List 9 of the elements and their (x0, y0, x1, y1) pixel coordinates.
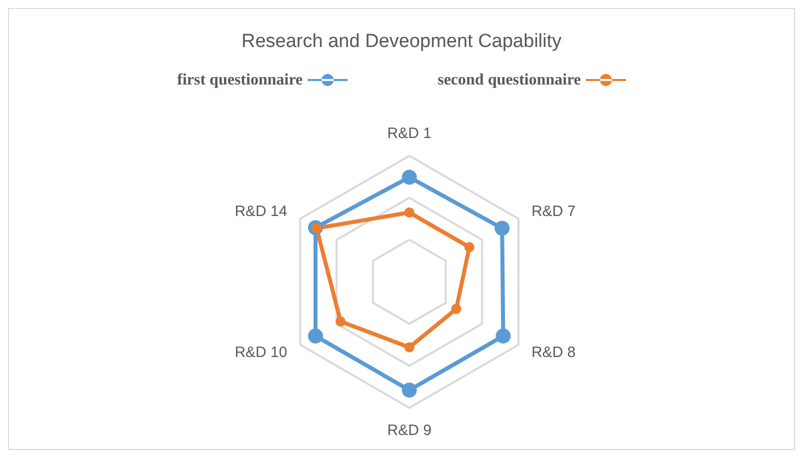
spoke-label: R&D 8 (531, 344, 576, 361)
spoke-label: R&D 14 (234, 202, 288, 220)
spoke-label: R&D 7 (531, 202, 576, 220)
spoke-label: R&D 10 (234, 344, 288, 361)
spoke-label: R&D 1 (387, 124, 432, 142)
spoke-label: R&D 9 (387, 422, 432, 439)
legend-label: second questionnaire (438, 72, 581, 88)
legend-label: first questionnaire (177, 72, 303, 88)
chart-title: Research and Deveopment Capability (241, 31, 562, 52)
